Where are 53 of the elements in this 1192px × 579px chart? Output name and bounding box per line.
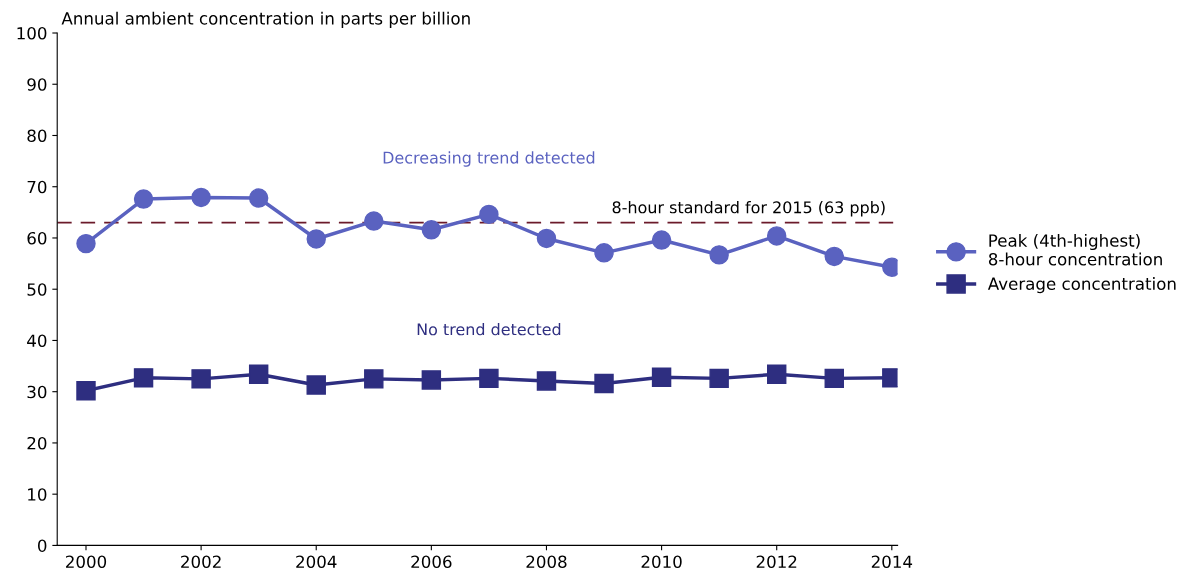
ref-line-label: 8-hour standard for 2015 (63 ppb): [612, 200, 885, 217]
point: [421, 370, 442, 390]
legend-label: Peak (4th-highest) 8-hour concentration: [988, 233, 1162, 266]
y-tick-label: 80: [27, 129, 47, 143]
point: [364, 369, 384, 389]
point: [709, 368, 729, 389]
x-tick-label: 2014: [871, 555, 913, 569]
y-tick-label: 20: [27, 436, 47, 450]
point: [766, 226, 787, 246]
point: [824, 368, 844, 389]
point: [76, 380, 96, 401]
point: [421, 220, 442, 240]
y-tick-label: 90: [27, 78, 47, 91]
point: [306, 375, 326, 395]
y-tick-label: 30: [27, 385, 47, 399]
x-tick-label: 2000: [66, 555, 107, 569]
point: [133, 189, 154, 209]
x-tick-label: 2008: [526, 555, 567, 569]
point: [479, 368, 499, 389]
y-tick-label: 100: [17, 26, 47, 40]
annotation: Decreasing trend detected: [383, 151, 595, 167]
y-tick-label: 40: [27, 334, 47, 348]
x-tick-label: 2004: [296, 555, 337, 569]
point: [594, 373, 614, 394]
point: [306, 229, 326, 249]
y-tick-label: 10: [28, 488, 47, 501]
y-tick-label: 70: [27, 180, 47, 194]
point: [651, 230, 672, 250]
point: [594, 243, 614, 263]
x-tick-label: 2010: [641, 555, 682, 569]
x-tick-label: 2006: [411, 555, 452, 569]
legend-label: Average concentration: [987, 277, 1176, 294]
point: [191, 369, 211, 389]
x-tick-label: 2012: [756, 555, 797, 569]
point: [364, 211, 384, 231]
point: [248, 364, 269, 384]
point: [824, 246, 844, 267]
x-tick-label: 2002: [181, 555, 221, 569]
y-tick-label: 0: [37, 539, 47, 552]
point: [536, 228, 557, 249]
point: [709, 245, 729, 265]
y-tick-label: 60: [27, 231, 47, 245]
annotation: No trend detected: [417, 322, 561, 336]
y-axis-title: Annual ambient concentration in parts per billion: [61, 11, 470, 28]
point: [248, 188, 269, 208]
y-tick-label: 50: [27, 283, 47, 296]
point: [76, 233, 96, 254]
point: [479, 204, 499, 225]
point: [651, 367, 672, 388]
point: [536, 371, 557, 391]
point: [191, 187, 211, 208]
point: [133, 368, 154, 388]
point: [766, 364, 787, 384]
